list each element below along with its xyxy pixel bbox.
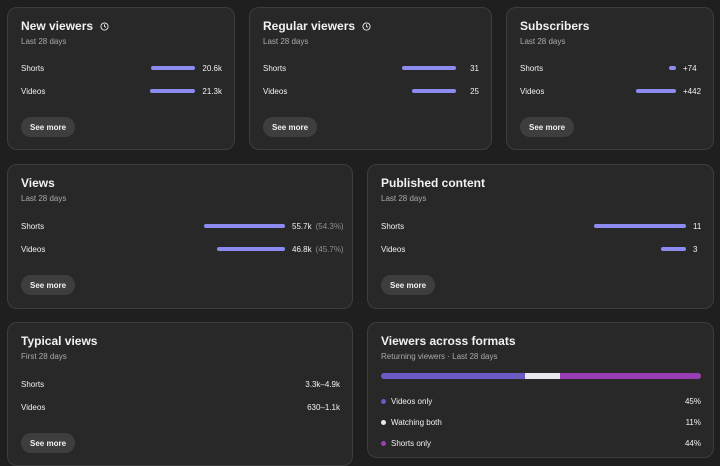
clock-icon[interactable] [100,21,109,31]
legend-videos-only: Videos only 45% [381,395,701,407]
card-subtitle: Returning viewers · Last 28 days [381,352,498,361]
card-subtitle: Last 28 days [21,194,67,203]
bar [661,247,686,251]
viewers-across-formats-card: Viewers across formats Returning viewers… [367,322,714,458]
segment-watching-both [525,373,561,379]
legend-dot [381,440,386,446]
published-content-card: Published content Last 28 days Shorts 11… [367,164,714,309]
new-viewers-card: New viewers Last 28 days Shorts 20.6k Vi… [7,7,235,150]
row-videos: Videos 25 [263,86,479,96]
bar [150,89,195,93]
bar [669,66,676,70]
see-more-button[interactable]: See more [520,117,575,137]
segment-shorts-only [560,373,701,379]
see-more-button[interactable]: See more [21,433,76,453]
card-subtitle: Last 28 days [263,37,309,46]
card-title: Published content [381,176,486,190]
legend-shorts-only: Shorts only 44% [381,437,701,449]
card-title: Typical views [21,334,98,348]
card-subtitle: Last 28 days [381,194,427,203]
card-subtitle: Last 28 days [21,37,67,46]
row-videos: Videos +442 [520,86,702,96]
subscribers-card: Subscribers Last 28 days Shorts +74 Vide… [506,7,714,150]
views-card: Views Last 28 days Shorts 55.7k (54.3%) V… [7,164,353,309]
card-title: Subscribers [520,19,590,33]
row-shorts: Shorts +74 [520,63,697,73]
legend-dot [381,419,386,425]
card-subtitle: First 28 days [21,352,67,361]
see-more-button[interactable]: See more [21,275,76,295]
typical-views-card: Typical views First 28 days Shorts 3.3k–… [7,322,353,466]
bar [151,66,195,70]
bar [412,89,456,93]
row-shorts: Shorts 55.7k (54.3%) [21,221,344,231]
clock-icon[interactable] [362,21,371,31]
card-title: Regular viewers [263,19,371,33]
bar [216,247,285,251]
regular-viewers-card: Regular viewers Last 28 days Shorts 31 V… [249,7,492,150]
legend-watching-both: Watching both 11% [381,416,701,428]
card-title: Viewers across formats [381,334,516,348]
row-shorts: Shorts 31 [263,63,479,73]
row-videos: Videos 21.3k [21,86,222,96]
row-videos: Videos 3 [381,244,698,254]
see-more-button[interactable]: See more [263,117,318,137]
row-videos: Videos 46.8k (45.7%) [21,244,344,254]
bar [636,89,676,93]
row-shorts: Shorts 3.3k–4.9k [21,379,340,389]
see-more-button[interactable]: See more [21,117,76,137]
row-videos: Videos 630–1.1k [21,402,340,412]
card-title: New viewers [21,19,109,33]
see-more-button[interactable]: See more [381,275,436,295]
viewer-split-bar [381,373,701,379]
segment-videos-only [381,373,525,379]
row-shorts: Shorts 11 [381,221,702,231]
legend-dot [381,398,386,404]
bar [402,66,456,70]
card-title: Views [21,176,55,190]
card-subtitle: Last 28 days [520,37,566,46]
bar [594,224,686,228]
bar [204,224,285,228]
row-shorts: Shorts 20.6k [21,63,222,73]
